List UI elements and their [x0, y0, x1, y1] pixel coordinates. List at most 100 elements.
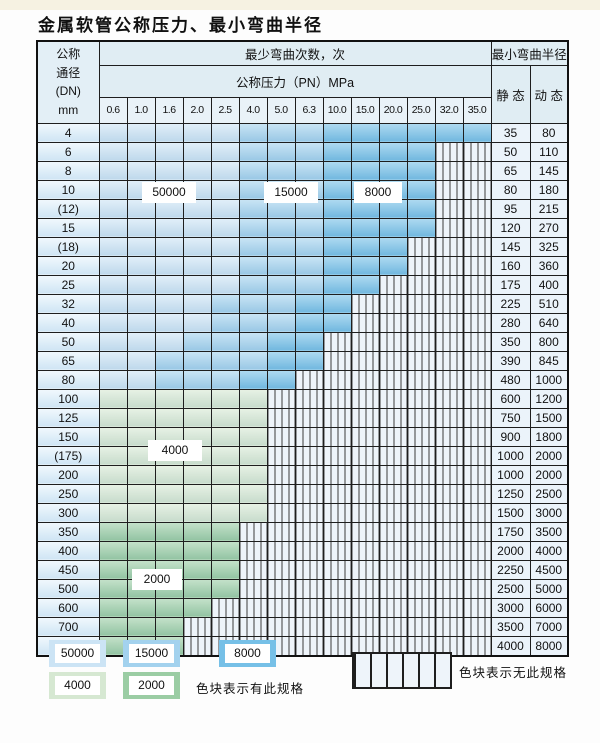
zone-cell-4000	[238, 407, 268, 428]
nospec-cell	[434, 540, 464, 561]
nospec-cell	[266, 578, 296, 599]
nospec-cell	[238, 559, 268, 580]
zone-cell-50000	[126, 236, 156, 257]
zone-cell-8000	[322, 255, 352, 276]
table-row: 500 2500 5000	[36, 578, 569, 599]
dynamic-radius-cell: 7000	[529, 616, 569, 637]
nospec-cell	[294, 388, 324, 409]
zone-cell-50000	[154, 255, 184, 276]
static-radius-cell: 1000	[490, 464, 531, 485]
dynamic-radius-cell: 215	[529, 198, 569, 219]
zone-cell-15000	[182, 331, 212, 352]
nospec-cell	[406, 236, 436, 257]
nospec-cell	[238, 540, 268, 561]
zone-cell-8000	[266, 350, 296, 371]
zone-cell-4000	[238, 483, 268, 504]
zone-cell-4000	[154, 483, 184, 504]
zone-cell-2000	[98, 559, 128, 580]
nospec-cell	[406, 369, 436, 390]
zone-cell-4000	[182, 388, 212, 409]
zone-cell-50000	[154, 236, 184, 257]
dn-cell: 100	[36, 388, 100, 409]
nospec-cell	[462, 236, 492, 257]
nospec-cell	[322, 350, 352, 371]
zone-cell-50000	[210, 122, 240, 143]
zone-cell-15000	[294, 160, 324, 181]
nospec-cell	[378, 445, 408, 466]
zone-cell-4000	[210, 445, 240, 466]
zone-cell-15000	[210, 331, 240, 352]
table-row: 25 175 400	[36, 274, 569, 295]
dynamic-radius-cell: 4500	[529, 559, 569, 580]
zone-cell-15000	[238, 255, 268, 276]
legend-swatch-2000: 2000	[123, 672, 180, 699]
nospec-cell	[434, 141, 464, 162]
table-row: 80040008000	[36, 635, 569, 656]
dn-cell: 40	[36, 312, 100, 333]
nospec-cell	[266, 616, 296, 637]
spec-table: 公称 通径 (DN) mm 最少弯曲次数，次 最小弯曲半径 公称压力（PN）MP…	[36, 40, 569, 657]
zone-cell-8000	[378, 122, 408, 143]
static-radius-cell: 900	[490, 426, 531, 447]
static-radius-cell: 1250	[490, 483, 531, 504]
table-row: 4 35 80	[36, 122, 569, 143]
zone-cell-50000	[182, 141, 212, 162]
dynamic-radius-cell: 2000	[529, 464, 569, 485]
nospec-cell	[462, 578, 492, 599]
dn-cell: 400	[36, 540, 100, 561]
zone-cell-8000	[350, 160, 380, 181]
zone-cell-50000	[210, 217, 240, 238]
static-radius-cell: 480	[490, 369, 531, 390]
zone-cell-50000	[126, 350, 156, 371]
zone-cell-15000	[266, 122, 296, 143]
zone-cell-15000	[238, 198, 268, 219]
nospec-cell	[322, 559, 352, 580]
zone-cell-50000	[210, 198, 240, 219]
dn-cell: (12)	[36, 198, 100, 219]
table-row: 300 1500 3000	[36, 502, 569, 523]
zone-cell-2000	[182, 540, 212, 561]
nospec-cell	[350, 521, 380, 542]
dynamic-radius-cell: 360	[529, 255, 569, 276]
zone-cell-8000	[406, 198, 436, 219]
zone-cell-4000	[126, 464, 156, 485]
nospec-cell	[294, 559, 324, 580]
pressure-tick: 5.0	[266, 96, 296, 124]
zone-cell-8000	[350, 274, 380, 295]
table-row: 700 3500 7000	[36, 616, 569, 637]
nospec-cell	[462, 616, 492, 637]
zone-cell-8000	[322, 274, 352, 295]
table-row: 32 225 510	[36, 293, 569, 314]
zone-cell-8000	[294, 331, 324, 352]
table-row: 65 390 845	[36, 350, 569, 371]
zone-cell-2000	[210, 559, 240, 580]
spec-table-wrap: 公称 通径 (DN) mm 最少弯曲次数，次 最小弯曲半径 公称压力（PN）MP…	[36, 40, 569, 657]
nospec-cell	[238, 597, 268, 618]
zone-cell-15000	[266, 293, 296, 314]
pressure-tick: 2.0	[182, 96, 212, 124]
nospec-cell	[294, 635, 324, 656]
zone-cell-15000	[294, 236, 324, 257]
zone-cell-4000	[126, 502, 156, 523]
zone-cell-15000	[294, 141, 324, 162]
zone-cell-15000	[238, 293, 268, 314]
table-row: (18) 145 325	[36, 236, 569, 257]
dn-cell: 32	[36, 293, 100, 314]
zone-cell-2000	[154, 616, 184, 637]
pressure-tick: 10.0	[322, 96, 352, 124]
nospec-cell	[434, 274, 464, 295]
static-radius-cell: 175	[490, 274, 531, 295]
dynamic-radius-cell: 3500	[529, 521, 569, 542]
nospec-cell	[406, 521, 436, 542]
zone-cell-2000	[98, 597, 128, 618]
zone-overlay-label-50000: 50000	[142, 182, 196, 203]
zone-cell-15000	[266, 312, 296, 333]
zone-cell-50000	[98, 350, 128, 371]
dynamic-radius-cell: 4000	[529, 540, 569, 561]
dynamic-radius-cell: 2000	[529, 445, 569, 466]
nospec-cell	[350, 293, 380, 314]
nospec-cell	[406, 350, 436, 371]
nospec-cell	[406, 407, 436, 428]
zone-cell-4000	[98, 502, 128, 523]
nospec-cell	[406, 483, 436, 504]
